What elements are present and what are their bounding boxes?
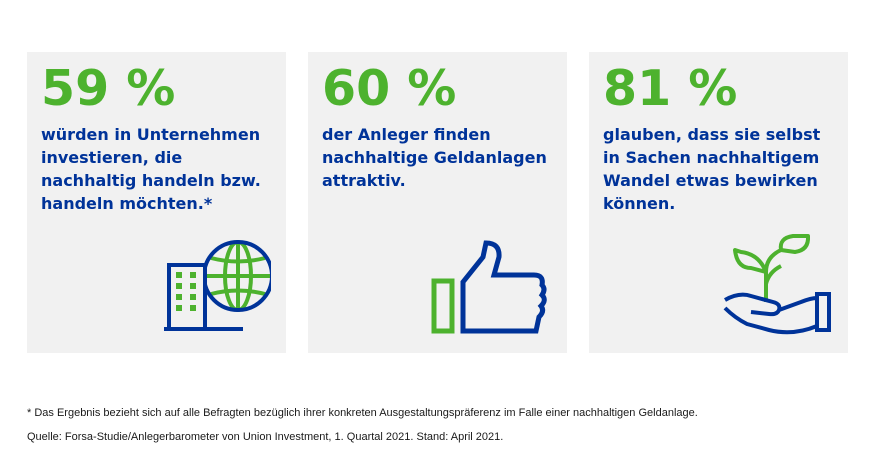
thumbs-up-icon [431, 240, 547, 334]
stat-card-bewirken: 81 % glauben, dass sie selbst in Sachen … [589, 52, 848, 353]
footnote: * Das Ergebnis bezieht sich auf alle Bef… [27, 407, 698, 419]
source-note: Quelle: Forsa-Studie/Anlegerbarometer vo… [27, 431, 504, 443]
stat-percent: 81 % [603, 60, 738, 117]
stat-card-investieren: 59 % würden in Unternehmen investieren, … [27, 52, 286, 353]
stat-percent: 60 % [322, 60, 457, 117]
hand-plant-icon [723, 234, 831, 335]
stat-percent: 59 % [41, 60, 176, 117]
stat-description: der Anleger finden nachhaltige Geldanlag… [322, 125, 547, 190]
stat-card-attraktiv: 60 % der Anleger finden nachhaltige Geld… [308, 52, 567, 353]
stat-description: würden in Unternehmen investieren, die n… [41, 125, 261, 213]
stat-description: glauben, dass sie selbst in Sachen nachh… [603, 125, 821, 213]
building-globe-icon [164, 240, 271, 331]
